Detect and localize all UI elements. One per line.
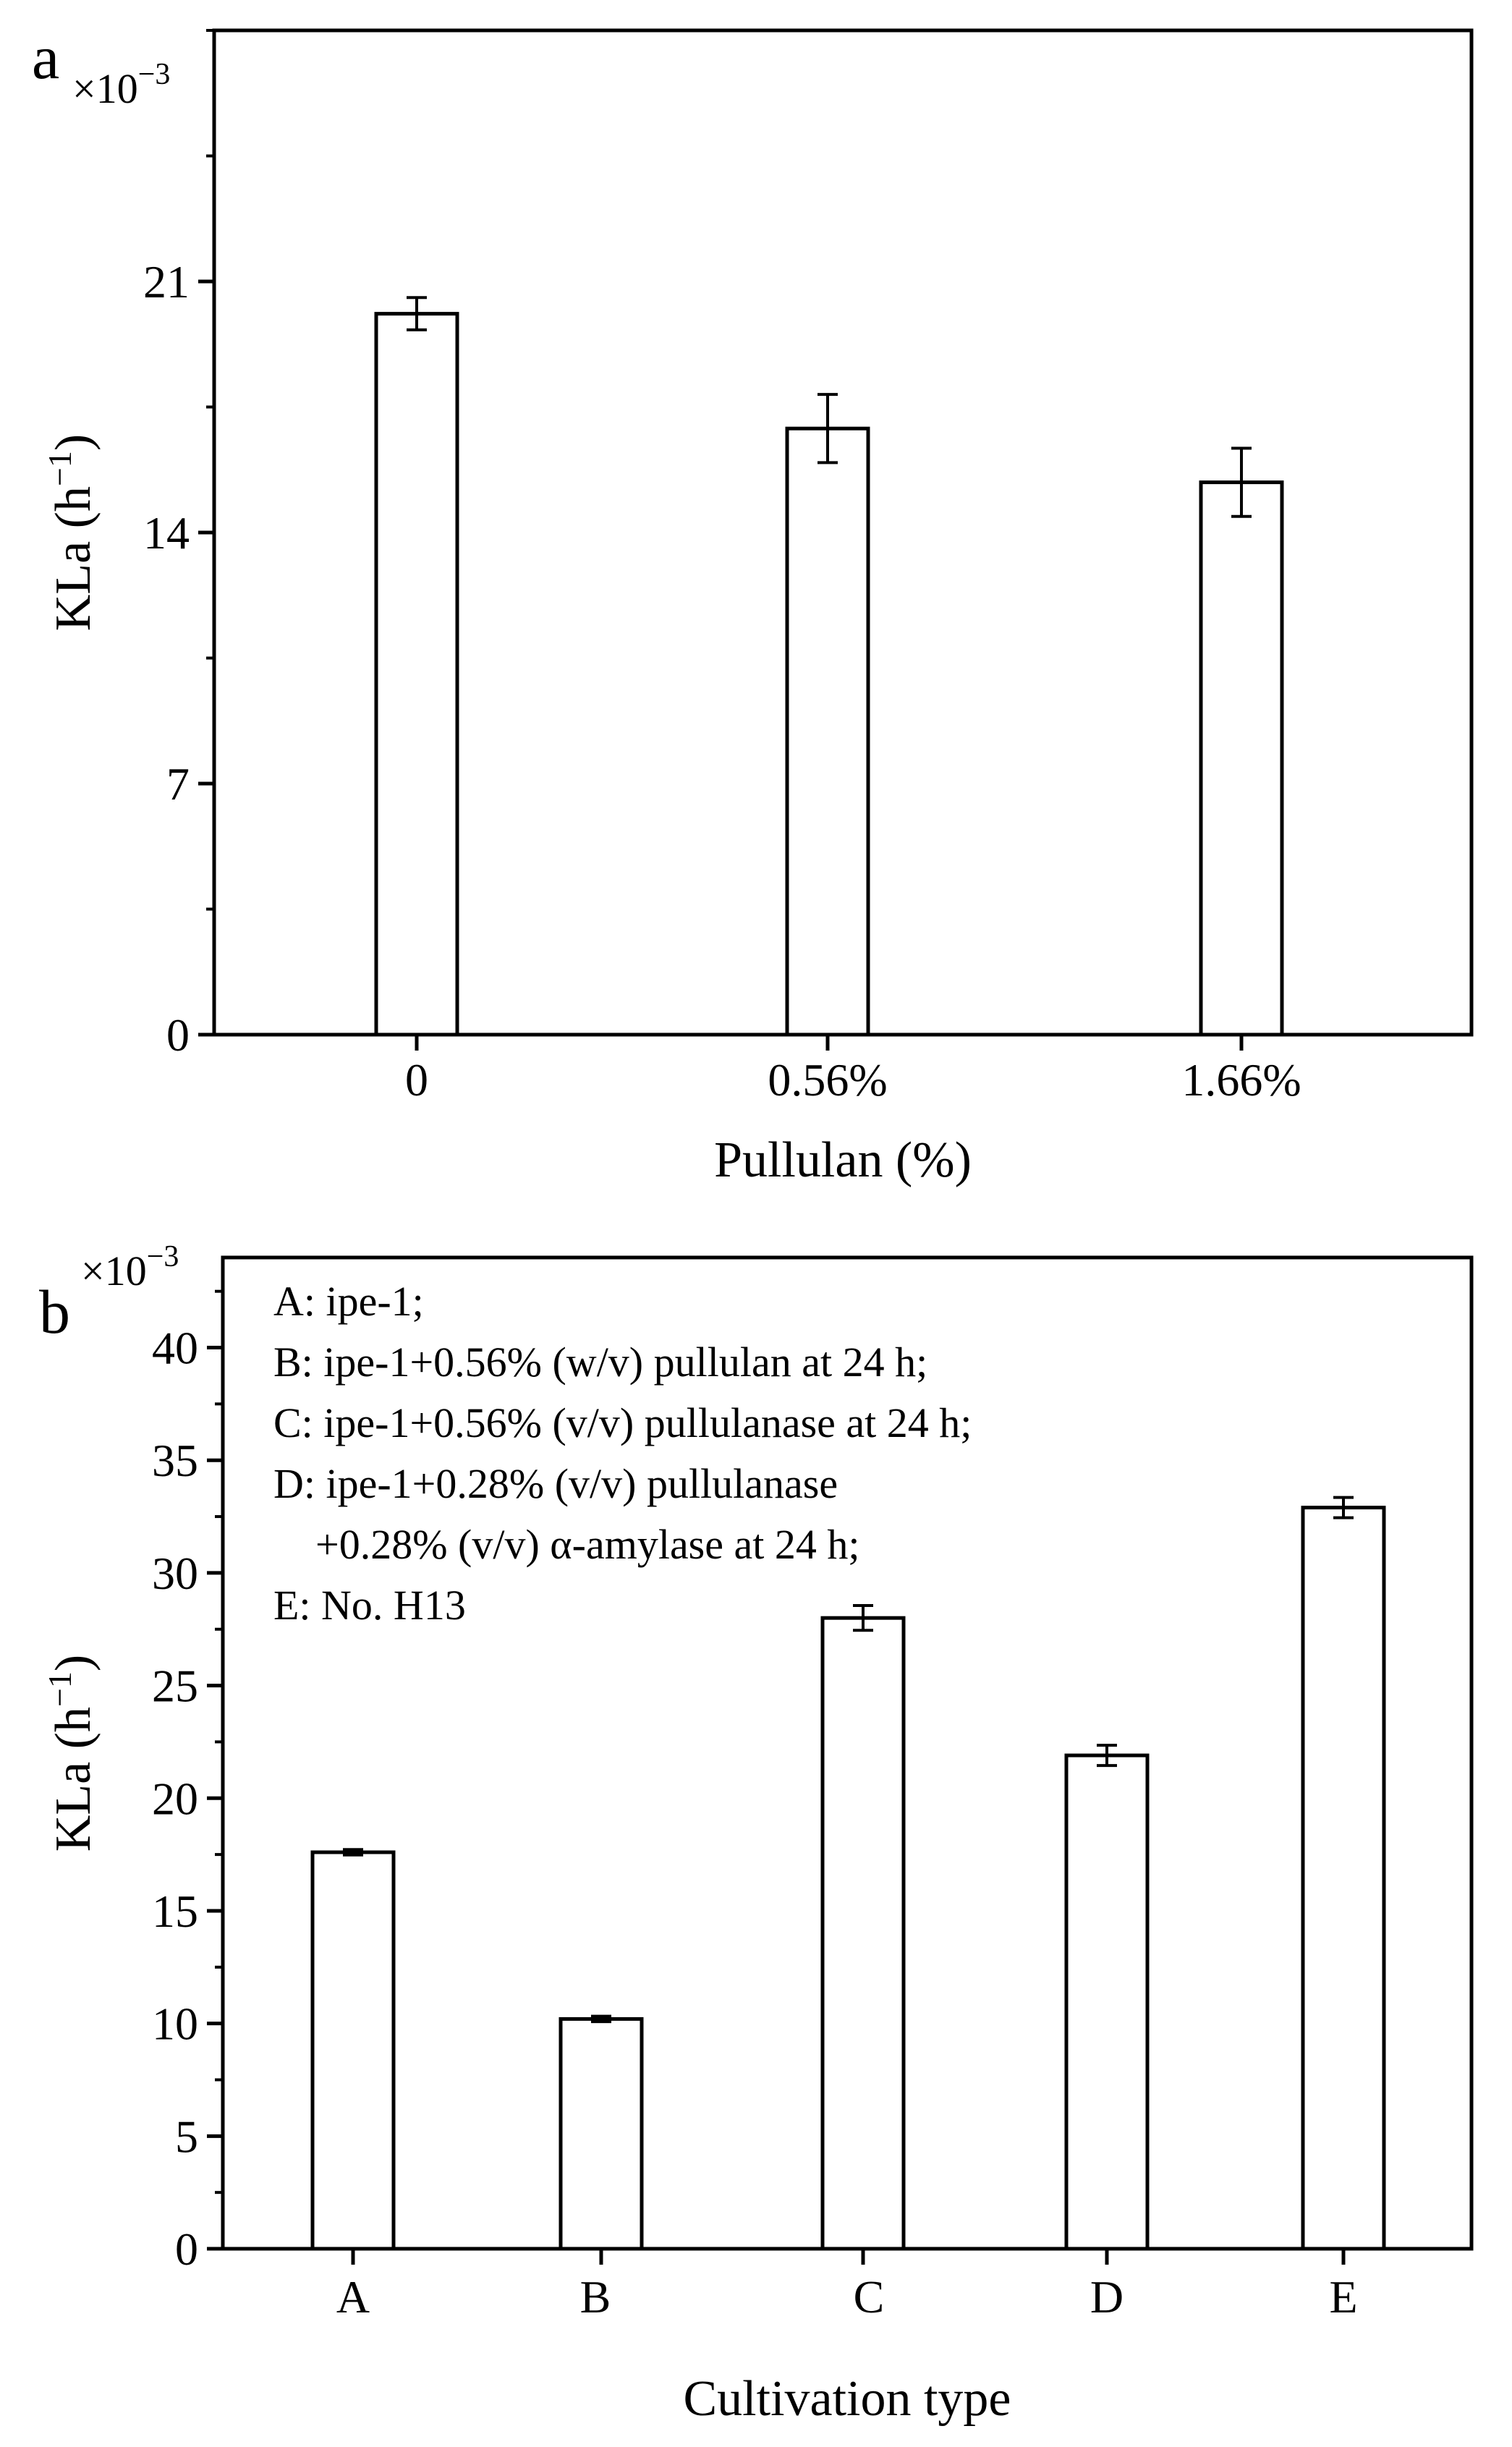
y-tick-label: 5 xyxy=(175,2111,198,2162)
y-axis-title-close: ) xyxy=(46,434,101,451)
x-tick-label: 0.56% xyxy=(768,1054,887,1106)
plot-frame xyxy=(221,1255,1474,2251)
y-tick-label: 21 xyxy=(143,256,190,308)
y-tick-label: 35 xyxy=(152,1435,198,1486)
axis-multiplier: ×10−3 xyxy=(81,1240,179,1294)
y-axis-title-main: KLa (h xyxy=(46,1707,101,1852)
y-tick-label: 15 xyxy=(152,1886,198,1937)
x-tick-label: 1.66% xyxy=(1181,1054,1301,1106)
y-axis-title-close: ) xyxy=(46,1655,101,1671)
panel-label: a xyxy=(32,22,59,92)
y-tick-label: 20 xyxy=(152,1773,198,1824)
y-tick-label: 10 xyxy=(152,1998,198,2050)
legend-text-line: E: No. H13 xyxy=(273,1582,466,1629)
axis-multiplier-base: ×10 xyxy=(81,1247,147,1294)
legend-text-line: A: ipe-1; xyxy=(273,1278,424,1325)
y-axis-title-exponent: −1 xyxy=(41,1671,78,1707)
axis-multiplier-base: ×10 xyxy=(72,65,138,112)
y-axis-title-exponent: −1 xyxy=(41,451,78,486)
y-tick-label: 14 xyxy=(143,507,190,559)
legend-text-line: C: ipe-1+0.56% (v/v) pullulanase at 24 h… xyxy=(273,1399,972,1446)
y-tick-label: 25 xyxy=(152,1661,198,1712)
bar-0.56% xyxy=(785,426,870,1037)
y-axis-title: KLa (h−1) xyxy=(41,434,101,631)
y-tick-label: 0 xyxy=(175,2223,198,2275)
y-axis-title: KLa (h−1) xyxy=(41,1655,101,1852)
x-tick-label: C xyxy=(854,2271,885,2323)
axis-multiplier-exponent: −3 xyxy=(138,58,171,91)
bar-D xyxy=(1064,1753,1150,2251)
x-axis-title: Cultivation type xyxy=(683,2371,1011,2427)
x-tick-label: D xyxy=(1090,2271,1124,2323)
x-tick-label: E xyxy=(1329,2271,1357,2323)
panel-b-chart: 0 5 10 15 20 25 30 35 40 A B C D E Cultivation type KLa… xyxy=(39,1240,1474,2427)
y-tick-label: 40 xyxy=(152,1323,198,1374)
x-axis-title: Pullulan (%) xyxy=(714,1132,972,1188)
y-tick-label: 0 xyxy=(166,1009,190,1061)
bar-E xyxy=(1301,1506,1386,2251)
y-tick-label: 30 xyxy=(152,1548,198,1599)
legend-text-line: +0.28% (v/v) α-amylase at 24 h; xyxy=(273,1521,859,1568)
bar-A xyxy=(310,1850,396,2251)
bar-C xyxy=(820,1616,906,2251)
bar-1.66% xyxy=(1199,480,1284,1037)
x-tick-label: B xyxy=(580,2271,611,2323)
panel-label: b xyxy=(39,1277,70,1347)
axis-multiplier-exponent: −3 xyxy=(147,1240,179,1273)
x-tick-label: 0 xyxy=(405,1054,428,1106)
y-tick-label: 7 xyxy=(166,758,190,810)
bar-B xyxy=(558,2016,644,2251)
y-axis-title-main: KLa (h xyxy=(46,486,101,631)
axis-multiplier: ×10−3 xyxy=(72,58,170,112)
legend-text-line: D: ipe-1+0.28% (v/v) pullulanase xyxy=(273,1460,838,1507)
legend-text-line: B: ipe-1+0.56% (w/v) pullulan at 24 h; xyxy=(273,1339,927,1386)
x-tick-label: A xyxy=(336,2271,370,2323)
bar-0 xyxy=(374,312,459,1037)
